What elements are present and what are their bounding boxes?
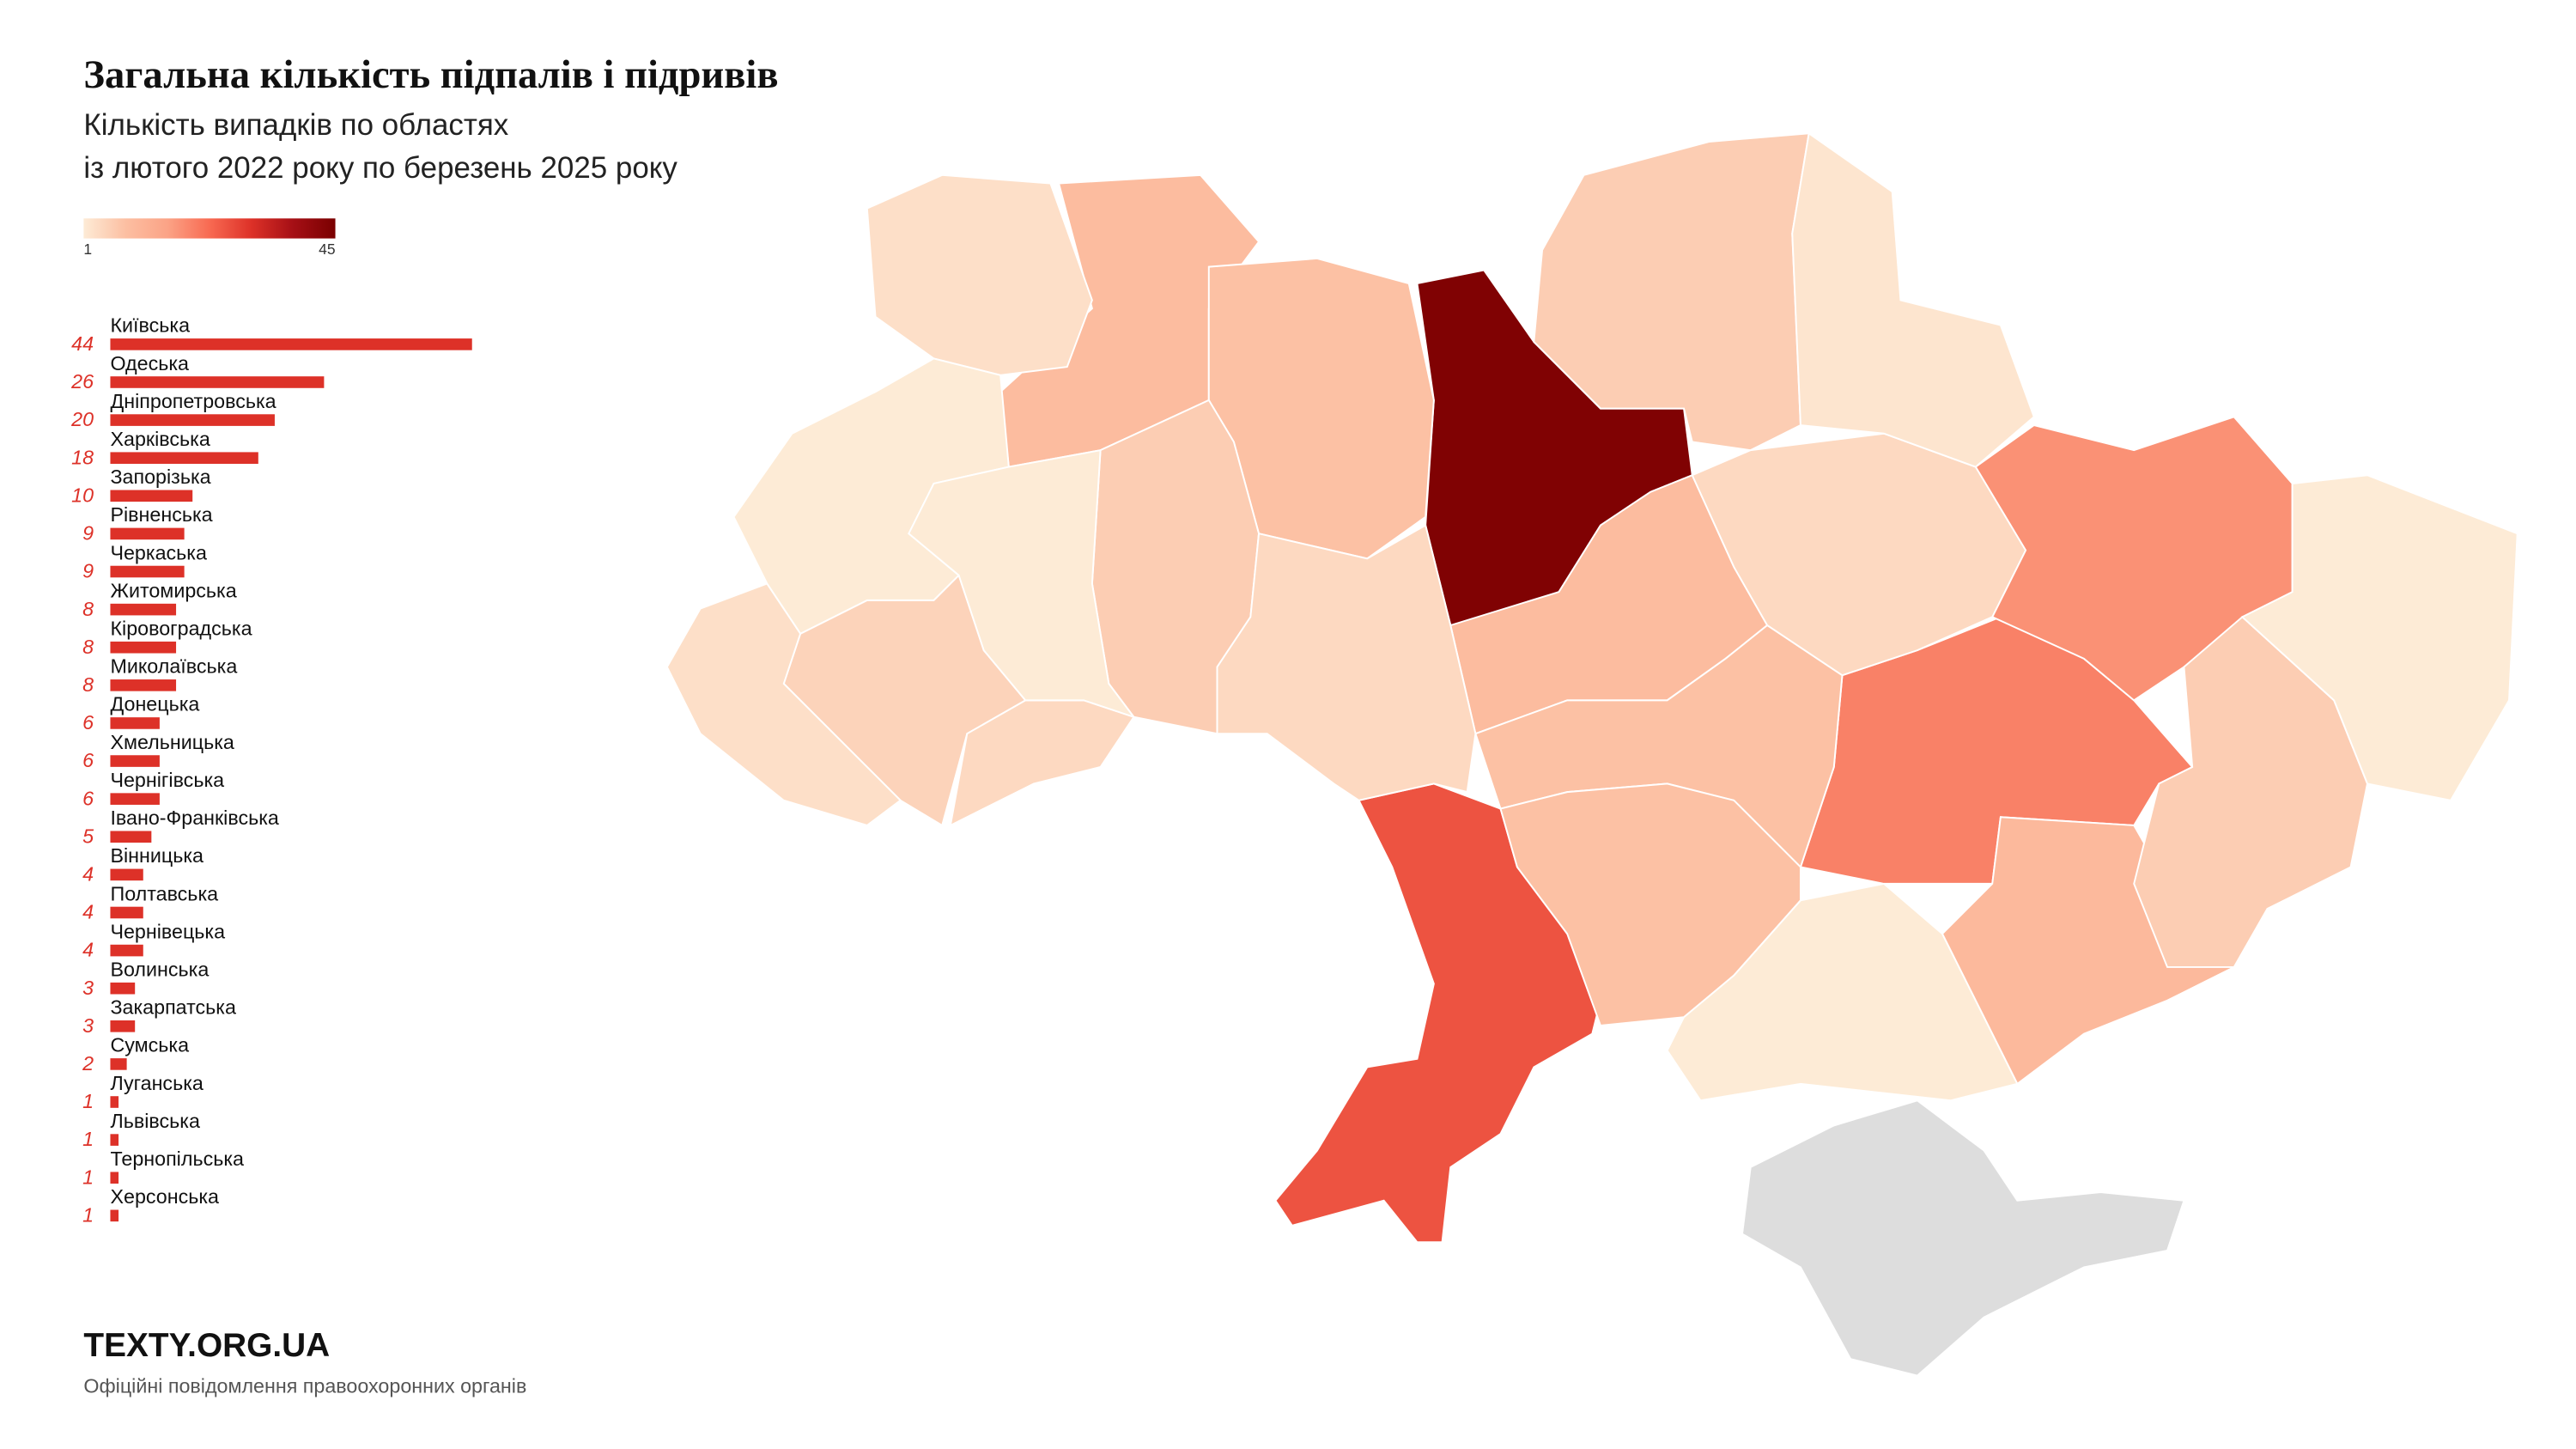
bar	[110, 490, 193, 502]
bar	[110, 452, 258, 464]
bar	[110, 1172, 119, 1184]
map-region	[665, 582, 902, 827]
category-label: Житомирська	[110, 579, 236, 601]
value-label: 6	[82, 711, 94, 734]
value-label: 3	[82, 1014, 94, 1037]
bar	[110, 679, 177, 691]
value-label: 1	[82, 1166, 94, 1188]
colorbar-label: 45	[319, 240, 335, 258]
value-label: 4	[82, 939, 94, 961]
value-label: 44	[71, 332, 94, 355]
bar	[110, 376, 325, 388]
category-label: Миколаївська	[110, 655, 237, 678]
bar	[110, 565, 185, 578]
category-label: Чернігівська	[110, 769, 224, 791]
category-label: Черкаська	[110, 541, 207, 563]
logo: TEXTY.ORG.UA	[83, 1327, 330, 1364]
value-label: 1	[82, 1128, 94, 1150]
category-label: Чернівецька	[110, 920, 225, 942]
value-label: 8	[82, 636, 94, 658]
value-label: 1	[82, 1203, 94, 1226]
value-label: 8	[82, 598, 94, 620]
bar	[110, 414, 275, 426]
bar	[110, 1058, 127, 1070]
category-label: Полтавська	[110, 882, 218, 904]
map-region	[908, 448, 1137, 719]
value-label: 9	[82, 560, 94, 582]
category-label: Львівська	[110, 1110, 200, 1132]
bar	[110, 641, 177, 654]
category-label: Дніпропетровська	[110, 390, 276, 412]
value-label: 5	[82, 825, 94, 847]
value-label: 18	[71, 446, 94, 468]
category-label: Запорізька	[110, 466, 210, 488]
category-label: Одеська	[110, 352, 189, 374]
map-region	[1791, 131, 2035, 468]
category-label: Харківська	[110, 428, 210, 450]
value-label: 6	[82, 787, 94, 809]
category-label: Волинська	[110, 958, 209, 980]
source: Офіційні повідомлення правоохоронних орг…	[83, 1374, 526, 1397]
category-label: Кіровоградська	[110, 618, 252, 640]
bar	[110, 603, 177, 616]
category-label: Донецька	[110, 693, 199, 715]
value-label: 4	[82, 863, 94, 886]
bar	[110, 1096, 119, 1108]
value-label: 26	[70, 370, 94, 393]
value-label: 3	[82, 977, 94, 999]
category-label: Івано-Франківська	[110, 807, 278, 829]
crimea	[1741, 1099, 2185, 1377]
bar	[110, 793, 160, 805]
map-region	[1533, 132, 1810, 452]
category-label: Закарпатська	[110, 996, 236, 1019]
category-label: Вінницька	[110, 844, 204, 867]
bar	[110, 868, 143, 881]
bar	[110, 944, 143, 957]
value-label: 10	[71, 484, 94, 506]
chart-title: Загальна кількість підпалів і підривів	[83, 52, 778, 97]
category-label: Тернопільська	[110, 1148, 244, 1170]
category-label: Київська	[110, 314, 190, 337]
map-region	[1691, 432, 2027, 677]
value-label: 8	[82, 673, 94, 696]
colorbar-label: 1	[83, 240, 92, 258]
value-label: 2	[82, 1052, 94, 1075]
value-label: 9	[82, 522, 94, 545]
bar	[110, 982, 136, 995]
bar	[110, 831, 152, 843]
bar	[110, 755, 160, 767]
category-label: Луганська	[110, 1072, 203, 1094]
value-label: 4	[82, 901, 94, 923]
map-region	[866, 174, 1093, 376]
category-label: Херсонська	[110, 1185, 219, 1208]
bar	[110, 1020, 136, 1032]
bar-chart: Київська44Одеська26Дніпропетровська20Хар…	[70, 314, 472, 1226]
subtitle: Кількість випадків по областях	[83, 108, 508, 142]
bar	[110, 338, 472, 350]
category-label: Хмельницька	[110, 731, 234, 753]
colorbar	[83, 218, 336, 239]
bar	[110, 717, 160, 729]
category-label: Сумська	[110, 1034, 189, 1056]
map-region	[2240, 474, 2518, 801]
value-label: 1	[82, 1090, 94, 1112]
bar	[110, 1134, 119, 1146]
bar	[110, 906, 143, 919]
value-label: 20	[70, 408, 94, 430]
category-label: Рівненська	[110, 503, 212, 526]
map-region	[1216, 524, 1477, 801]
map-region	[1666, 882, 2019, 1102]
map	[665, 131, 2518, 1377]
bar	[110, 1209, 119, 1222]
value-label: 6	[82, 749, 94, 771]
bar	[110, 527, 185, 540]
subtitle: із лютого 2022 року по березень 2025 рок…	[83, 151, 677, 185]
